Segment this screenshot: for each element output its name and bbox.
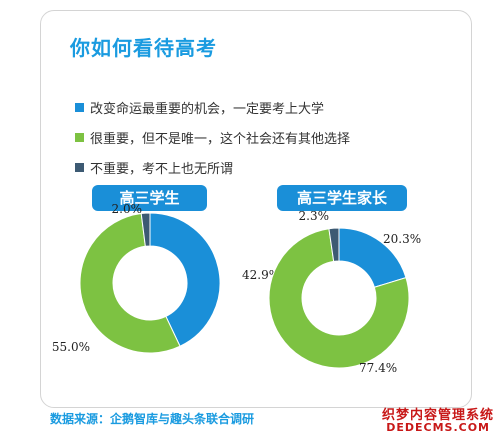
slice-important-not-only <box>79 212 181 354</box>
legend-item-must-college: 改变命运最重要的机会，一定要考上大学 <box>75 92 350 122</box>
slice-must-college <box>149 212 221 347</box>
label-important-not-only: 55.0% <box>52 340 90 354</box>
chart-title-parents: 高三学生家长 <box>277 185 407 211</box>
legend-swatch-icon <box>75 102 84 112</box>
page-title: 你如何看待高考 <box>70 36 217 60</box>
label-must-college: 42.9% <box>242 268 280 282</box>
slice-not-important <box>140 212 151 247</box>
donut-students: 42.9% 55.0% 2.0% <box>52 202 280 354</box>
legend-item-important-not-only: 很重要，但不是唯一，这个社会还有其他选择 <box>75 122 350 152</box>
donut-parents: 20.3% 77.4% 2.3% <box>268 209 421 375</box>
legend: 改变命运最重要的机会，一定要考上大学 很重要，但不是唯一，这个社会还有其他选择 … <box>75 92 350 182</box>
legend-label: 不重要，考不上也无所谓 <box>90 161 234 177</box>
label-important-not-only: 77.4% <box>359 361 397 375</box>
label-not-important: 2.0% <box>112 202 143 216</box>
legend-label: 很重要，但不是唯一，这个社会还有其他选择 <box>90 131 351 147</box>
label-not-important: 2.3% <box>299 209 330 223</box>
chart-title-students: 高三学生 <box>92 185 207 211</box>
legend-label: 改变命运最重要的机会，一定要考上大学 <box>90 101 325 117</box>
legend-swatch-icon <box>75 162 84 172</box>
slice-important-not-only <box>268 228 410 369</box>
legend-swatch-icon <box>75 132 84 142</box>
slice-not-important <box>328 227 340 262</box>
watermark-text: 织梦内容管理系统 <box>381 408 494 423</box>
label-must-college: 20.3% <box>383 232 421 246</box>
watermark-url: DEDECMS.COM <box>386 421 490 434</box>
data-source: 数据来源：企鹅智库与趣头条联合调研 <box>50 412 255 426</box>
legend-item-not-important: 不重要，考不上也无所谓 <box>75 152 350 182</box>
